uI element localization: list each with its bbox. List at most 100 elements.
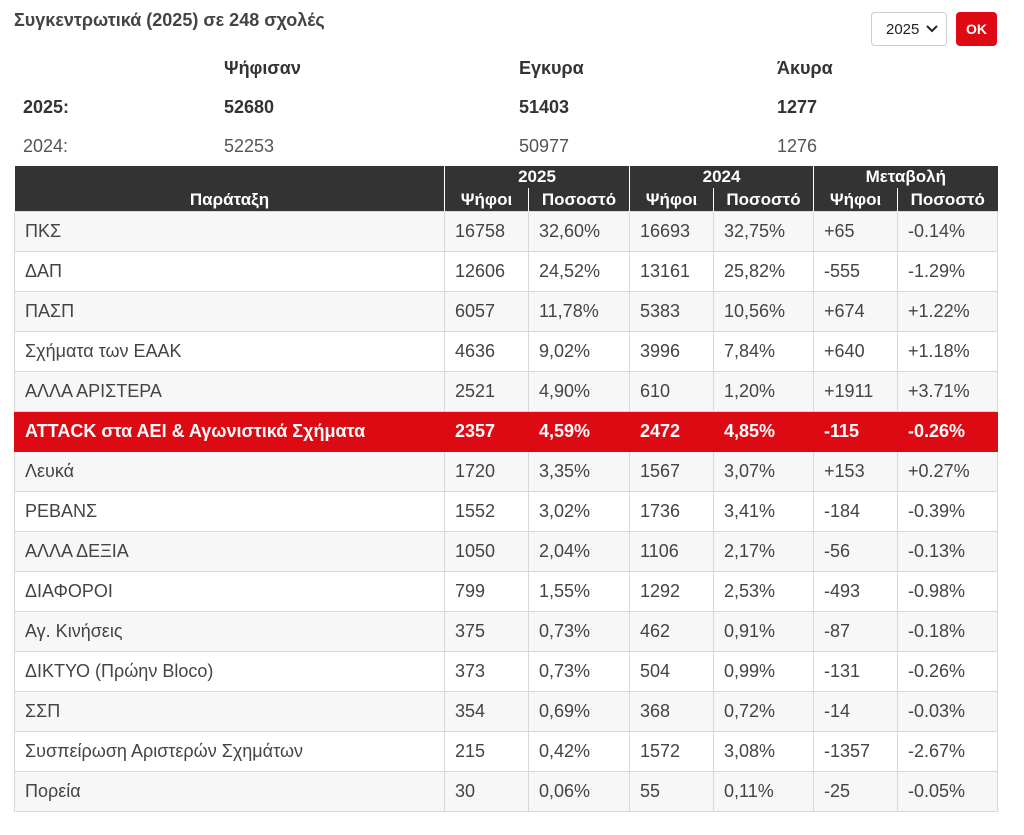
table-row: Σχήματα των ΕΑΑΚ 4636 9,02% 3996 7,84% +640 +1…: [14, 331, 999, 372]
party-cell: Σχήματα των ΕΑΑΚ: [14, 331, 445, 372]
percent-change-cell: -0.26%: [897, 411, 999, 452]
party-cell: ΑΛΛΑ ΑΡΙΣΤΕΡΑ: [14, 371, 445, 412]
table-row: ΣΣΠ 354 0,69% 368 0,72% -14 -0.03%: [14, 691, 999, 732]
votes-change-cell: -131: [813, 651, 899, 692]
col-header-party: Παράταξη: [14, 166, 445, 212]
table-row: Συσπείρωση Αριστερών Σχημάτων 215 0,42% 157…: [14, 731, 999, 772]
col-group-2025: 2025: [443, 166, 630, 188]
summary-invalid: 1277: [777, 97, 818, 117]
percent-2024-cell: 0,11%: [713, 771, 815, 812]
year-select[interactable]: 2025: [871, 12, 947, 46]
percent-change-cell: -0.13%: [897, 531, 999, 572]
percent-2025-cell: 2,04%: [527, 531, 631, 572]
percent-change-cell: +3.71%: [897, 371, 999, 412]
votes-2024-cell: 1106: [629, 531, 715, 572]
votes-change-cell: +674: [813, 291, 899, 332]
votes-2025-cell: 6057: [444, 291, 529, 332]
votes-2025-cell: 354: [444, 691, 529, 732]
percent-2025-cell: 3,02%: [527, 491, 631, 532]
summary-header-voted: Ψήφισαν: [224, 58, 301, 78]
party-cell: ΠΑΣΠ: [14, 291, 445, 332]
votes-2024-cell: 1572: [629, 731, 715, 772]
votes-2025-cell: 30: [444, 771, 529, 812]
party-cell: ΔΑΠ: [14, 251, 445, 292]
percent-2024-cell: 25,82%: [713, 251, 815, 292]
summary-valid: 50977: [519, 136, 570, 156]
votes-2024-cell: 5383: [629, 291, 715, 332]
votes-2024-cell: 1567: [629, 451, 715, 492]
page-title: Συγκεντρωτικά (2025) σε 248 σχολές: [14, 10, 325, 30]
votes-change-cell: -25: [813, 771, 899, 812]
party-cell: ΠΚΣ: [14, 211, 445, 252]
party-cell: ΡΕΒΑΝΣ: [14, 491, 445, 532]
percent-2025-cell: 0,73%: [527, 651, 631, 692]
party-cell: Αγ. Κινήσεις: [14, 611, 445, 652]
percent-change-cell: -0.14%: [897, 211, 999, 252]
votes-2025-cell: 799: [444, 571, 529, 612]
summary-row-2025: 2025: 52680 51403 1277: [0, 97, 1024, 127]
percent-2025-cell: 4,90%: [527, 371, 631, 412]
percent-change-cell: -0.03%: [897, 691, 999, 732]
votes-2024-cell: 1292: [629, 571, 715, 612]
votes-change-cell: +65: [813, 211, 899, 252]
col-header-votes-2025: Ψήφοι: [444, 188, 529, 212]
percent-2025-cell: 32,60%: [527, 211, 631, 252]
percent-2024-cell: 0,99%: [713, 651, 815, 692]
percent-change-cell: -0.98%: [897, 571, 999, 612]
votes-2025-cell: 4636: [444, 331, 529, 372]
votes-2025-cell: 1552: [444, 491, 529, 532]
party-cell: ATTACK στα ΑΕΙ & Αγωνιστικά Σχήματα: [14, 411, 445, 452]
percent-2025-cell: 0,73%: [527, 611, 631, 652]
percent-2024-cell: 3,41%: [713, 491, 815, 532]
ok-button[interactable]: OK: [956, 12, 997, 46]
party-cell: Πορεία: [14, 771, 445, 812]
percent-change-cell: -0.39%: [897, 491, 999, 532]
percent-change-cell: +0.27%: [897, 451, 999, 492]
table-row: ΔΑΠ 12606 24,52% 13161 25,82% -555 -1.29%: [14, 251, 999, 292]
percent-2024-cell: 3,08%: [713, 731, 815, 772]
table-row: ΔΙΑΦΟΡΟΙ 799 1,55% 1292 2,53% -493 -0.98%: [14, 571, 999, 612]
summary-header-valid: Εγκυρα: [519, 58, 584, 78]
votes-2024-cell: 55: [629, 771, 715, 812]
votes-2025-cell: 1720: [444, 451, 529, 492]
chevron-down-icon: [926, 25, 938, 33]
percent-change-cell: +1.18%: [897, 331, 999, 372]
votes-change-cell: -555: [813, 251, 899, 292]
percent-change-cell: -0.05%: [897, 771, 999, 812]
party-cell: Λευκά: [14, 451, 445, 492]
percent-2024-cell: 0,91%: [713, 611, 815, 652]
votes-2024-cell: 3996: [629, 331, 715, 372]
percent-change-cell: -1.29%: [897, 251, 999, 292]
votes-2024-cell: 1736: [629, 491, 715, 532]
party-cell: Συσπείρωση Αριστερών Σχημάτων: [14, 731, 445, 772]
table-row: ΠΑΣΠ 6057 11,78% 5383 10,56% +674 +1.22%: [14, 291, 999, 332]
col-header-percent-2025: Ποσοστό: [527, 188, 630, 212]
percent-2025-cell: 0,69%: [527, 691, 631, 732]
col-group-2024: 2024: [629, 166, 814, 188]
votes-2025-cell: 1050: [444, 531, 529, 572]
votes-2025-cell: 375: [444, 611, 529, 652]
col-header-votes-change: Ψήφοι: [813, 188, 898, 212]
percent-2025-cell: 0,06%: [527, 771, 631, 812]
votes-2024-cell: 462: [629, 611, 715, 652]
votes-2024-cell: 16693: [629, 211, 715, 252]
votes-2024-cell: 2472: [629, 411, 715, 452]
percent-2025-cell: 0,42%: [527, 731, 631, 772]
table-row: ΠΚΣ 16758 32,60% 16693 32,75% +65 -0.14%: [14, 211, 999, 252]
percent-change-cell: +1.22%: [897, 291, 999, 332]
percent-2024-cell: 0,72%: [713, 691, 815, 732]
percent-2024-cell: 1,20%: [713, 371, 815, 412]
summary-year: 2025:: [23, 97, 70, 117]
table-row: ΡΕΒΑΝΣ 1552 3,02% 1736 3,41% -184 -0.39%: [14, 491, 999, 532]
votes-2025-cell: 2357: [444, 411, 529, 452]
percent-2024-cell: 7,84%: [713, 331, 815, 372]
percent-2025-cell: 9,02%: [527, 331, 631, 372]
votes-2025-cell: 12606: [444, 251, 529, 292]
votes-2025-cell: 215: [444, 731, 529, 772]
party-cell: ΑΛΛΑ ΔΕΞΙΑ: [14, 531, 445, 572]
votes-change-cell: -87: [813, 611, 899, 652]
votes-change-cell: -1357: [813, 731, 899, 772]
summary-header-row: Ψήφισαν Εγκυρα Άκυρα: [0, 58, 1024, 88]
party-cell: ΣΣΠ: [14, 691, 445, 732]
percent-change-cell: -0.26%: [897, 651, 999, 692]
